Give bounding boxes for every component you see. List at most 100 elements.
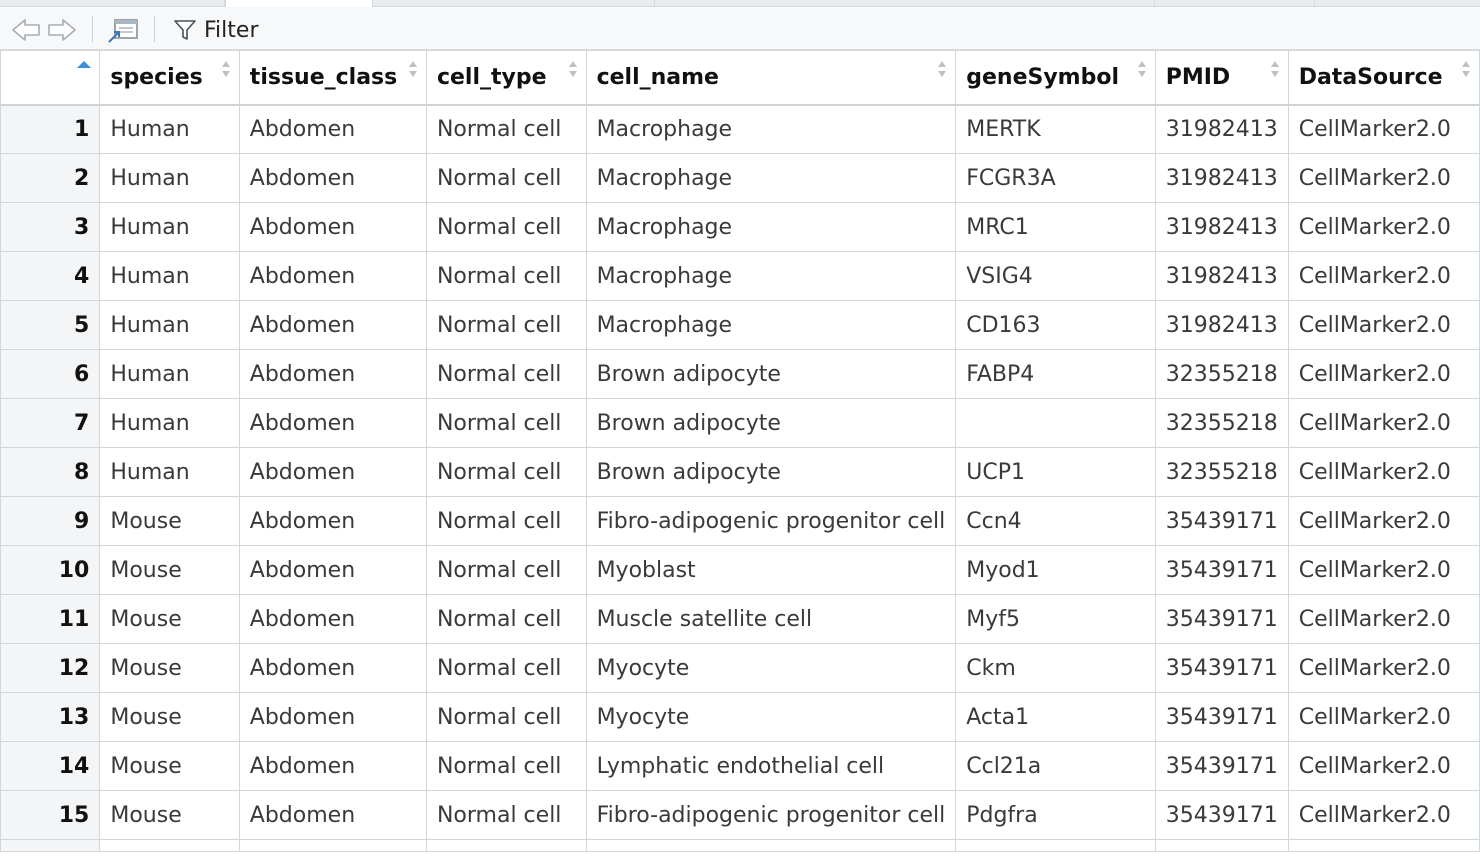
cell-datasource[interactable]: CellMarker2.0 [1287, 594, 1480, 644]
cell-cell-name[interactable]: Myocyte [585, 692, 957, 742]
cell-species[interactable]: Human [99, 104, 240, 154]
cell-cell-name[interactable]: Fibro-adipogenic progenitor cell [585, 496, 957, 546]
cell-species[interactable]: Human [99, 300, 240, 350]
cell-datasource[interactable]: CellMarker2.0 [1287, 545, 1480, 595]
cell-tissue-class[interactable]: Abdomen [238, 643, 427, 693]
cell-cell-type[interactable]: Normal cell [425, 153, 587, 203]
column-header-cell-type[interactable]: cell_type [425, 50, 587, 106]
cell-cell-type[interactable]: Normal cell [425, 398, 587, 448]
cell-pmid[interactable]: 31982413 [1154, 202, 1289, 252]
cell-species[interactable]: Mouse [99, 545, 240, 595]
table-row[interactable]: 14 Mouse Abdomen Normal cell Lymphatic endot… [0, 741, 1480, 791]
cell-cell-name[interactable]: Macrophage [585, 202, 957, 252]
cell-genesymbol[interactable]: MERTK [955, 104, 1156, 154]
cell-datasource[interactable]: CellMarker2.0 [1287, 741, 1480, 791]
cell-tissue-class[interactable]: Abdomen [238, 790, 427, 840]
cell-genesymbol[interactable]: CD163 [955, 300, 1156, 350]
cell-genesymbol[interactable] [955, 398, 1156, 448]
table-row[interactable]: 1 Human Abdomen Normal cell Macrophage MERTK 3… [0, 104, 1480, 154]
cell-tissue-class[interactable]: Abdomen [238, 447, 427, 497]
cell-tissue-class[interactable]: Abdomen [238, 545, 427, 595]
cell-datasource[interactable]: CellMarker2.0 [1287, 300, 1480, 350]
cell-pmid[interactable]: 31982413 [1154, 251, 1289, 301]
cell-cell-name[interactable]: Myoblast [585, 545, 957, 595]
cell-pmid[interactable]: 32355218 [1154, 398, 1289, 448]
rownum-header[interactable] [0, 50, 101, 106]
cell-pmid[interactable]: 35439171 [1154, 741, 1289, 791]
cell-species[interactable]: Human [99, 202, 240, 252]
cell-pmid[interactable]: 32355218 [1154, 447, 1289, 497]
cell-pmid[interactable]: 35439171 [1154, 496, 1289, 546]
cell-cell-name[interactable]: Fibro-adipogenic progenitor cell [585, 790, 957, 840]
cell-tissue-class[interactable]: Abdomen [238, 251, 427, 301]
cell-genesymbol[interactable]: Ckm [955, 643, 1156, 693]
cell-pmid[interactable]: 32355218 [1154, 349, 1289, 399]
cell-datasource[interactable]: CellMarker2.0 [1287, 643, 1480, 693]
cell-datasource[interactable]: CellMarker2.0 [1287, 692, 1480, 742]
table-row[interactable]: 11 Mouse Abdomen Normal cell Muscle satellit… [0, 594, 1480, 644]
cell-datasource[interactable]: CellMarker2.0 [1287, 104, 1480, 154]
cell-species[interactable]: Human [99, 398, 240, 448]
cell-cell-type[interactable]: Normal cell [425, 594, 587, 644]
cell-genesymbol[interactable]: FABP4 [955, 349, 1156, 399]
cell-cell-name[interactable]: Macrophage [585, 104, 957, 154]
cell-cell-type[interactable]: Normal cell [425, 790, 587, 840]
column-header-gene-symbol[interactable]: geneSymbol [955, 50, 1156, 106]
show-in-window-button[interactable] [105, 15, 141, 45]
cell-species[interactable]: Mouse [99, 643, 240, 693]
cell-datasource[interactable]: CellMarker2.0 [1287, 153, 1480, 203]
cell-tissue-class[interactable]: Abdomen [238, 104, 427, 154]
cell-genesymbol[interactable]: UCP1 [955, 447, 1156, 497]
cell-cell-name[interactable]: Muscle satellite cell [585, 594, 957, 644]
cell-tissue-class[interactable]: Abdomen [238, 202, 427, 252]
cell-species[interactable]: Human [99, 251, 240, 301]
cell-cell-type[interactable]: Normal cell [425, 251, 587, 301]
active-tab[interactable] [225, 0, 373, 7]
column-header-pmid[interactable]: PMID [1154, 50, 1289, 106]
cell-genesymbol[interactable]: Pdgfra [955, 790, 1156, 840]
cell-pmid[interactable]: 35439171 [1154, 545, 1289, 595]
cell-species[interactable]: Human [99, 349, 240, 399]
column-header-data-source[interactable]: DataSource [1287, 50, 1480, 106]
cell-genesymbol[interactable]: VSIG4 [955, 251, 1156, 301]
table-row[interactable]: 10 Mouse Abdomen Normal cell Myoblast Myod1 35… [0, 545, 1480, 595]
cell-cell-name[interactable]: Lymphatic endothelial cell [585, 741, 957, 791]
cell-genesymbol[interactable]: Acta1 [955, 692, 1156, 742]
cell-pmid[interactable]: 31982413 [1154, 104, 1289, 154]
cell-datasource[interactable]: CellMarker2.0 [1287, 447, 1480, 497]
cell-pmid[interactable]: 35439171 [1154, 594, 1289, 644]
cell-genesymbol[interactable]: Ccn4 [955, 496, 1156, 546]
cell-cell-name[interactable]: Brown adipocyte [585, 349, 957, 399]
cell-pmid[interactable]: 31982413 [1154, 300, 1289, 350]
cell-pmid[interactable]: 35439171 [1154, 692, 1289, 742]
cell-pmid[interactable]: 35439171 [1154, 790, 1289, 840]
back-button[interactable] [10, 17, 44, 43]
cell-cell-name[interactable]: Macrophage [585, 153, 957, 203]
cell-datasource[interactable]: CellMarker2.0 [1287, 349, 1480, 399]
cell-tissue-class[interactable]: Abdomen [238, 300, 427, 350]
cell-cell-name[interactable]: Brown adipocyte [585, 398, 957, 448]
table-row[interactable]: 13 Mouse Abdomen Normal cell Myocyte Acta1 354… [0, 692, 1480, 742]
cell-cell-type[interactable]: Normal cell [425, 447, 587, 497]
cell-cell-type[interactable]: Normal cell [425, 349, 587, 399]
table-row[interactable]: 3 Human Abdomen Normal cell Macrophage MRC1 31… [0, 202, 1480, 252]
table-row[interactable]: 7 Human Abdomen Normal cell Brown adipocyte 3… [0, 398, 1480, 448]
column-header-cell-name[interactable]: cell_name [585, 50, 957, 106]
cell-cell-type[interactable]: Normal cell [425, 741, 587, 791]
cell-cell-type[interactable]: Normal cell [425, 643, 587, 693]
cell-genesymbol[interactable]: Ccl21a [955, 741, 1156, 791]
cell-datasource[interactable]: CellMarker2.0 [1287, 496, 1480, 546]
cell-cell-name[interactable]: Brown adipocyte [585, 447, 957, 497]
column-header-tissue-class[interactable]: tissue_class [238, 50, 427, 106]
table-row[interactable]: 4 Human Abdomen Normal cell Macrophage VSIG4 3… [0, 251, 1480, 301]
cell-species[interactable]: Human [99, 447, 240, 497]
table-row[interactable]: 12 Mouse Abdomen Normal cell Myocyte Ckm 35439… [0, 643, 1480, 693]
cell-datasource[interactable]: CellMarker2.0 [1287, 251, 1480, 301]
cell-cell-name[interactable]: Macrophage [585, 300, 957, 350]
cell-tissue-class[interactable]: Abdomen [238, 349, 427, 399]
cell-cell-type[interactable]: Normal cell [425, 202, 587, 252]
cell-cell-type[interactable]: Normal cell [425, 300, 587, 350]
cell-species[interactable]: Mouse [99, 741, 240, 791]
cell-tissue-class[interactable]: Abdomen [238, 496, 427, 546]
cell-tissue-class[interactable]: Abdomen [238, 741, 427, 791]
